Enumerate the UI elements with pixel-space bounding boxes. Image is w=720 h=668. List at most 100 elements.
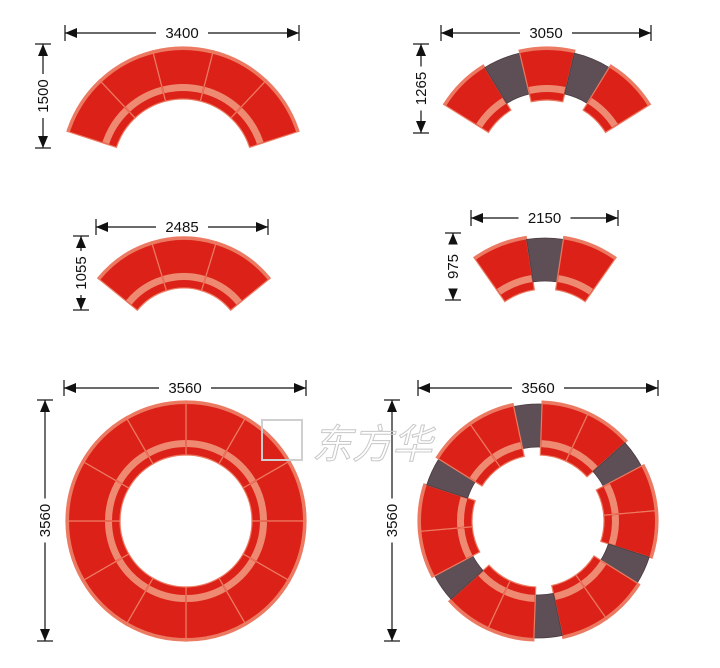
seat-rim	[641, 464, 658, 511]
label-bg	[444, 244, 462, 289]
seat-band	[541, 440, 572, 454]
seat-band	[116, 558, 149, 591]
red-sofa-segment	[442, 64, 512, 134]
red-sofa-segment	[565, 411, 629, 478]
red-sofa-segment	[96, 241, 168, 312]
height-dimension-label: 975	[445, 254, 462, 279]
label-bg	[412, 66, 430, 111]
seat-band	[457, 528, 473, 559]
red-sofa-segment	[600, 509, 659, 559]
seat-band	[456, 496, 468, 528]
seat-rim	[562, 616, 607, 639]
red-sofa-segment	[582, 64, 652, 134]
seat-rim	[287, 461, 306, 521]
arrowhead-left-icon	[64, 383, 76, 393]
arrowhead-up-icon	[38, 44, 48, 56]
seat-band	[478, 571, 507, 595]
red-sofa-segment	[551, 574, 608, 640]
figure-ring-mixed: 3560 3560	[383, 379, 659, 642]
red-sofa-segment	[125, 400, 187, 465]
seat-rim	[436, 422, 471, 459]
seat-band	[203, 86, 241, 112]
seat-rim	[126, 622, 186, 641]
red-sofa-segment	[518, 46, 576, 103]
label-bg	[156, 24, 208, 42]
seat-rim	[542, 401, 589, 415]
seat-rim	[186, 401, 246, 420]
arrowhead-left-icon	[65, 28, 77, 38]
arrowhead-right-icon	[287, 28, 299, 38]
seat-band	[569, 447, 598, 471]
arrowhead-right-icon	[639, 28, 651, 38]
red-sofa-segment	[199, 50, 268, 119]
arrowhead-right-icon	[256, 222, 268, 232]
seat-rim	[448, 599, 489, 630]
height-dimension-label: 1265	[413, 72, 430, 105]
arrowhead-down-icon	[38, 136, 48, 148]
seat-rim	[469, 403, 514, 426]
figure-arc-3050: 3050 1265	[412, 24, 652, 134]
seat-rim	[82, 417, 128, 463]
seat-rim	[519, 47, 575, 54]
seat-rim	[82, 579, 128, 625]
seat-rim	[264, 80, 300, 133]
red-sofa-segment	[81, 416, 154, 489]
seat-rim	[563, 236, 617, 260]
arrowhead-right-icon	[646, 383, 658, 393]
seat-band	[223, 451, 256, 484]
label-bg	[72, 251, 90, 295]
label-bg	[159, 379, 211, 397]
height-dimension-label: 1500	[35, 79, 52, 112]
seat-rim	[473, 236, 527, 260]
red-sofa-segment	[473, 235, 536, 303]
seat-band	[116, 451, 149, 484]
seat-band	[250, 521, 267, 561]
label-bg	[383, 498, 401, 543]
width-dimension-label: 2150	[528, 210, 561, 227]
seat-rim	[605, 583, 640, 620]
seat-band	[223, 558, 256, 591]
seat-band	[162, 84, 204, 94]
seat-band	[146, 440, 186, 457]
label-bg	[520, 24, 572, 42]
red-sofa-segment	[468, 402, 525, 468]
seat-band	[186, 585, 226, 602]
seat-band	[557, 275, 594, 295]
red-sofa-segment	[200, 241, 272, 312]
red-sofa-segment	[65, 460, 130, 522]
red-sofa-segment	[125, 577, 187, 642]
arrowhead-left-icon	[471, 213, 483, 223]
red-sofa-segment	[218, 553, 291, 626]
seat-rim	[152, 47, 214, 54]
arrowhead-down-icon	[76, 298, 86, 310]
label-bg	[34, 74, 52, 118]
seat-rim	[66, 461, 85, 521]
seat-rim	[287, 521, 306, 581]
seat-rim	[186, 622, 246, 641]
red-sofa-segment	[539, 400, 590, 462]
red-sofa-segment	[595, 463, 659, 516]
seat-rim	[487, 627, 534, 641]
seat-band	[125, 86, 163, 112]
seat-band	[476, 97, 507, 128]
red-sofa-segment	[218, 416, 291, 489]
figure-arc-3400: 3400 1500	[34, 24, 300, 149]
seat-band	[105, 481, 122, 521]
arrowhead-up-icon	[76, 236, 86, 248]
arrowhead-left-icon	[441, 28, 453, 38]
seat-band	[186, 440, 226, 457]
seat-rim	[609, 64, 651, 106]
seat-rim	[151, 237, 217, 245]
seat-band	[528, 84, 566, 94]
red-sofa-segment	[230, 79, 300, 149]
seat-rim	[443, 64, 485, 106]
label-bg	[518, 209, 571, 227]
seat-rim	[418, 483, 427, 532]
seat-rim	[244, 579, 290, 625]
arrowhead-right-icon	[606, 213, 618, 223]
seat-rim	[215, 241, 271, 281]
arrowhead-down-icon	[448, 288, 458, 300]
label-bg	[512, 379, 564, 397]
height-dimension-label: 3560	[37, 504, 54, 537]
